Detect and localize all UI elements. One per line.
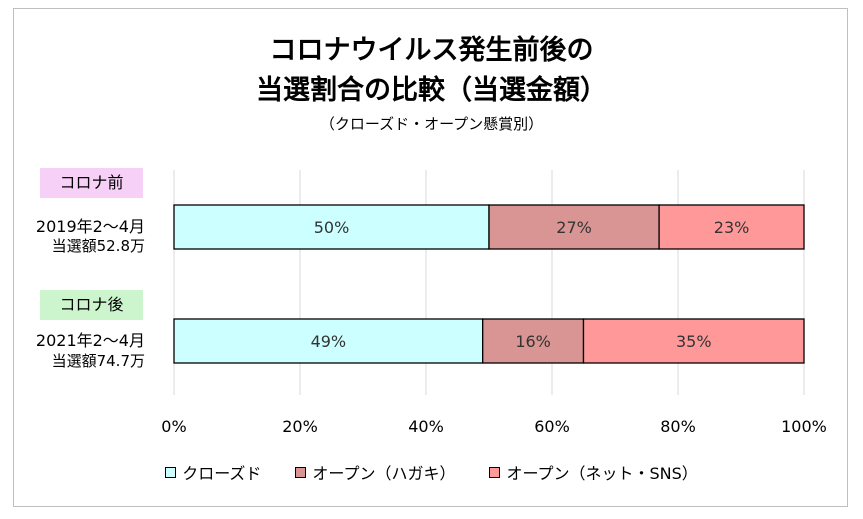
legend-swatch-closed xyxy=(165,466,177,478)
bar-segment-0-0 xyxy=(173,204,490,250)
category-total-after: 当選額74.7万 xyxy=(51,352,145,370)
bar-segment-0-2 xyxy=(658,204,805,250)
bar-segment-0-1 xyxy=(488,204,660,250)
legend-item-open-postcard: オープン（ハガキ） xyxy=(295,460,455,484)
legend-swatch-open-net xyxy=(489,466,501,478)
category-badge-after: コロナ後 xyxy=(40,290,143,320)
legend-item-closed: クローズド xyxy=(165,460,261,484)
category-total-before: 当選額52.8万 xyxy=(51,237,145,255)
bar-segment-1-1 xyxy=(482,318,585,364)
legend-label-closed: クローズド xyxy=(182,464,262,483)
chart-title-line-2: 当選割合の比較（当選金額） xyxy=(256,75,607,106)
legend: クローズド オープン（ハガキ） オープン（ネット・SNS） xyxy=(0,460,863,484)
x-tick-label-1: 20% xyxy=(282,417,318,436)
x-tick-label-4: 80% xyxy=(660,417,696,436)
data-label-0-1: 27% xyxy=(556,218,592,237)
x-tick-label-3: 60% xyxy=(534,417,570,436)
category-badge-before: コロナ前 xyxy=(40,168,143,198)
legend-label-open-net: オープン（ネット・SNS） xyxy=(506,464,698,483)
legend-label-open-postcard: オープン（ハガキ） xyxy=(312,464,456,483)
x-tick-label-0: 0% xyxy=(161,417,186,436)
data-label-0-2: 23% xyxy=(714,218,750,237)
data-label-1-1: 16% xyxy=(515,332,551,351)
chart-frame xyxy=(13,8,848,507)
category-period-after: 2021年2～4月 xyxy=(35,331,145,350)
data-label-0-0: 50% xyxy=(314,218,350,237)
legend-swatch-open-postcard xyxy=(295,466,307,478)
chart-subtitle: （クローズド・オープン懸賞別） xyxy=(319,115,544,133)
legend-item-open-net: オープン（ネット・SNS） xyxy=(489,460,698,484)
x-tick-label-2: 40% xyxy=(408,417,444,436)
x-tick-label-5: 100% xyxy=(781,417,827,436)
category-period-before: 2019年2～4月 xyxy=(35,217,145,236)
data-label-1-2: 35% xyxy=(676,332,712,351)
bar-segment-1-2 xyxy=(582,318,805,364)
data-label-1-0: 49% xyxy=(311,332,347,351)
chart-title-line-1: コロナウイルス発生前後の xyxy=(269,35,594,66)
